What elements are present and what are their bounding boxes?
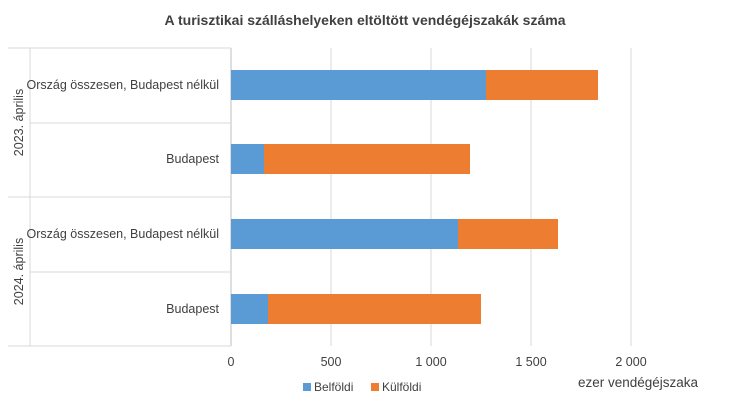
bar-külföldi <box>486 70 598 100</box>
legend-swatch <box>371 383 379 391</box>
chart-title: A turisztikai szálláshelyeken eltöltött … <box>165 12 566 28</box>
category-label: Ország összesen, Budapest nélkül <box>27 78 219 92</box>
bar-belföldi <box>231 294 268 324</box>
x-tick-label: 2 000 <box>615 355 646 369</box>
bar-külföldi <box>458 219 558 249</box>
legend-swatch <box>303 383 311 391</box>
bar-külföldi <box>268 294 481 324</box>
legend-label: Külföldi <box>382 380 421 394</box>
category-label: Budapest <box>166 152 219 166</box>
bar-belföldi <box>231 219 458 249</box>
category-label: Budapest <box>166 302 219 316</box>
category-label: Ország összesen, Budapest nélkül <box>27 227 219 241</box>
x-tick-label: 500 <box>321 355 342 369</box>
bars <box>231 70 598 324</box>
bar-belföldi <box>231 70 486 100</box>
bar-külföldi <box>264 144 470 174</box>
group-label: 2024. április <box>12 238 26 305</box>
x-tick-label: 1 500 <box>515 355 546 369</box>
x-tick-label: 0 <box>228 355 235 369</box>
group-label: 2023. április <box>12 89 26 156</box>
x-tick-label: 1 000 <box>415 355 446 369</box>
x-axis-ticks: 0 500 1 000 1 500 2 000 <box>228 355 647 369</box>
bar-belföldi <box>231 144 264 174</box>
x-axis-title: ezer vendégéjszaka <box>578 375 699 390</box>
legend: Belföldi Külföldi <box>303 380 421 394</box>
legend-label: Belföldi <box>314 380 353 394</box>
